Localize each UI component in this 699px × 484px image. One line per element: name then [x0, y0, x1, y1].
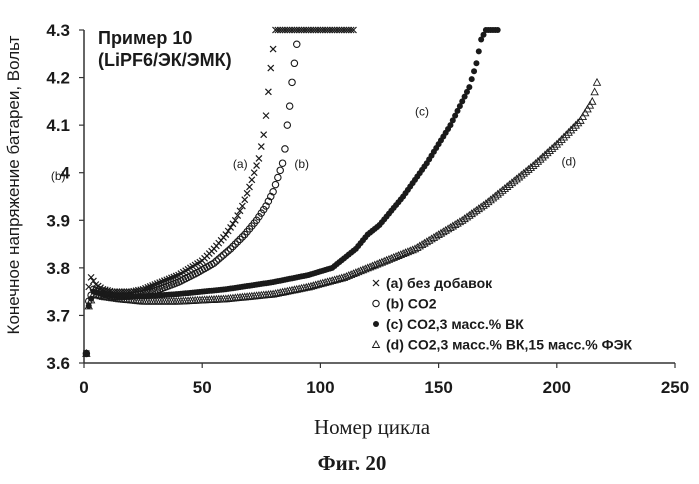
data-point — [251, 170, 257, 176]
legend-label: (a) без добавок — [386, 275, 493, 291]
x-tick-label: 50 — [193, 378, 212, 397]
data-point — [223, 232, 229, 238]
series-4 — [83, 79, 601, 357]
data-point — [544, 149, 551, 156]
data-point — [291, 60, 297, 66]
y-tick-label: 3.8 — [46, 259, 70, 278]
x-tick-label: 100 — [306, 378, 334, 397]
chart-title-line-2: (LiPF6/ЭК/ЭМК) — [98, 50, 232, 70]
data-point — [537, 156, 544, 163]
legend-item: (d) CO2,3 масс.% ВК,15 масс.% ФЭК — [373, 337, 633, 353]
legend-item: (c) CO2,3 масс.% ВК — [373, 316, 524, 332]
y-tick-label: 3.9 — [46, 211, 70, 230]
legend-marker — [373, 341, 380, 348]
data-point — [275, 174, 281, 180]
data-point — [289, 79, 295, 85]
legend-label: (b) CO2 — [386, 296, 437, 312]
data-point — [476, 48, 482, 54]
data-point — [256, 155, 262, 161]
legend: (a) без добавок (b) CO2 (c) CO2,3 масс.% В… — [373, 275, 633, 353]
annotation-label: (a) — [233, 157, 248, 171]
legend-label: (c) CO2,3 масс.% ВК — [386, 316, 524, 332]
series-3 — [83, 27, 500, 356]
data-point — [294, 41, 300, 47]
data-point — [593, 79, 600, 86]
chart-title-line-1: Пример 10 — [98, 28, 192, 48]
annotation-label: (d) — [562, 155, 577, 169]
data-point — [242, 197, 248, 203]
data-point — [549, 145, 556, 152]
x-tick-label: 200 — [543, 378, 571, 397]
legend-marker — [373, 280, 379, 286]
data-point — [228, 224, 234, 230]
legend-item: (b) CO2 — [373, 296, 437, 312]
x-axis-label: Номер цикла — [314, 415, 431, 439]
x-tick-label: 150 — [424, 378, 452, 397]
figure-caption: Фиг. 20 — [318, 451, 387, 475]
legend-item: (a) без добавок — [373, 275, 493, 291]
y-tick-label: 4.3 — [46, 21, 70, 40]
data-point — [261, 132, 267, 138]
y-tick-label: 4.1 — [46, 116, 70, 135]
annotation-label: (c) — [415, 105, 429, 119]
x-tick-label: 250 — [661, 378, 689, 397]
series-2 — [83, 41, 300, 357]
series-1 — [83, 27, 356, 356]
annotation-label: (b) — [51, 169, 66, 183]
data-point — [282, 146, 288, 152]
data-point — [532, 160, 539, 167]
data-point — [254, 163, 260, 169]
data-point — [279, 160, 285, 166]
data-point — [277, 167, 283, 173]
data-point — [469, 76, 475, 82]
data-point — [466, 84, 472, 90]
annotations: (a) (b) (c) (d) (b) — [51, 105, 576, 183]
data-point — [263, 113, 269, 119]
data-point — [553, 141, 560, 148]
y-tick-label: 3.7 — [46, 306, 70, 325]
legend-marker — [373, 321, 379, 327]
data-point — [265, 89, 271, 95]
data-point — [546, 147, 553, 154]
data-point — [88, 274, 94, 280]
data-point — [258, 144, 264, 150]
x-tick-label: 0 — [79, 378, 88, 397]
data-point — [473, 60, 479, 66]
data-point — [591, 88, 598, 95]
data-point — [225, 228, 231, 234]
data-point — [272, 181, 278, 187]
data-point — [539, 154, 546, 161]
y-tick-label: 4.2 — [46, 69, 70, 88]
data-point — [471, 68, 477, 74]
data-point — [244, 190, 250, 196]
data-marks — [83, 27, 601, 357]
data-point — [495, 27, 501, 33]
data-point — [286, 103, 292, 109]
annotation-label: (b) — [294, 157, 309, 171]
data-point — [230, 221, 236, 227]
legend-label: (d) CO2,3 масс.% ВК,15 масс.% ФЭК — [386, 337, 633, 353]
data-point — [268, 65, 274, 71]
y-tick-label: 3.6 — [46, 354, 70, 373]
data-point — [551, 143, 558, 150]
data-point — [270, 46, 276, 52]
data-point — [246, 184, 252, 190]
y-axis-label: Конечное напряжение батареи, Вольт — [4, 35, 23, 334]
legend-marker — [373, 300, 379, 306]
data-point — [534, 158, 541, 165]
data-point — [541, 151, 548, 158]
data-point — [249, 177, 255, 183]
data-point — [284, 122, 290, 128]
